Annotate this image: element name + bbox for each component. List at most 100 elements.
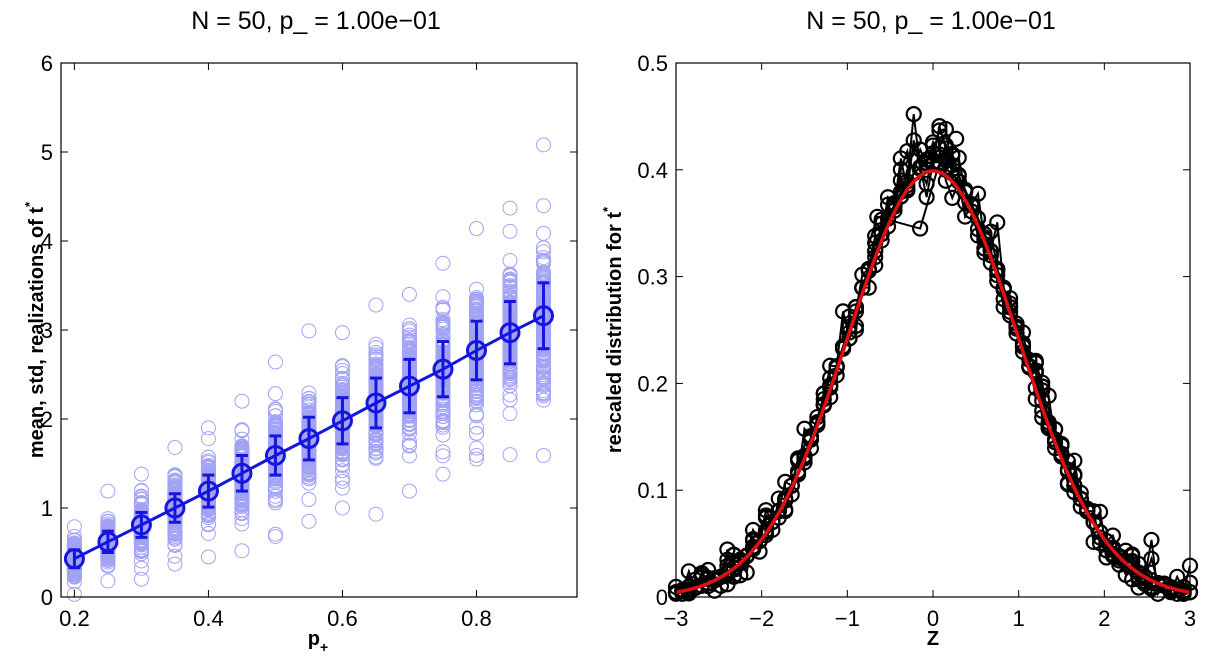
realization-marker (535, 386, 551, 402)
realization-marker (368, 449, 384, 465)
left-xtick-label: 0.6 (327, 606, 358, 631)
right-chart-title: N = 50, p_ = 1.00e−01 (806, 7, 1056, 35)
right-ylabel-text: rescaled distribution for t (604, 212, 626, 453)
left-xtick-label: 0.2 (59, 606, 90, 631)
outlier-marker (948, 130, 965, 147)
realization-marker (234, 393, 250, 409)
outlier-marker (869, 208, 886, 225)
mean-marker (298, 428, 320, 450)
realization-marker (301, 492, 317, 508)
realization-marker (267, 408, 283, 424)
empirical-marker (847, 303, 865, 320)
realization-marker (535, 392, 551, 408)
realization-marker (468, 221, 484, 237)
realization-marker (502, 223, 518, 239)
right-chart: N = 50, p_ = 1.00e−01 −3 −2 −1 0 1 2 3 0 0.1 0.2 0… (600, 7, 1199, 650)
realization-marker (267, 491, 283, 507)
realization-marker (267, 479, 283, 495)
outlier-marker (912, 220, 929, 237)
realization-marker (234, 502, 250, 518)
left-ytick-label: 4 (41, 229, 53, 254)
realization-marker (468, 389, 484, 405)
realization-marker (100, 483, 116, 499)
realization-marker (368, 445, 384, 461)
realization-marker (468, 440, 484, 456)
realization-marker (368, 340, 384, 356)
empirical-curve (675, 144, 1191, 595)
empirical-marker (944, 145, 961, 163)
realization-marker (468, 447, 484, 463)
realization-marker (401, 317, 417, 333)
realization-marker (502, 387, 518, 403)
left-ytick-label: 1 (41, 496, 53, 521)
realization-marker (334, 371, 350, 387)
empirical-marker (1046, 434, 1064, 451)
left-chart: N = 50, p_ = 1.00e−01 0.2 0.4 0.6 0.8 0 1 2 3 4 5… (22, 7, 578, 655)
realization-marker (66, 528, 82, 544)
mean-marker (365, 392, 387, 414)
realization-marker (100, 511, 116, 527)
mean-marker (130, 514, 152, 536)
outlier-connector (867, 169, 939, 245)
empirical-marker (931, 122, 948, 139)
realization-marker (133, 571, 149, 587)
mean-marker (231, 462, 253, 484)
empirical-marker (918, 154, 935, 171)
empirical-marker (738, 548, 755, 565)
realization-marker (502, 372, 518, 388)
right-ytick-label: 0.3 (637, 265, 668, 290)
mean-marker (63, 548, 85, 570)
realization-marker (301, 323, 317, 339)
realization-marker (301, 466, 317, 482)
left-data-layer (63, 137, 554, 602)
empirical-marker (905, 106, 922, 123)
realization-marker (200, 526, 216, 542)
empirical-marker (1040, 387, 1057, 404)
realization-marker (200, 455, 216, 471)
empirical-marker (796, 449, 813, 466)
left-chart-title: N = 50, p_ = 1.00e−01 (191, 7, 441, 35)
realization-marker (267, 418, 283, 434)
right-data-layer (667, 106, 1199, 602)
empirical-marker (950, 167, 967, 185)
realization-marker (535, 264, 551, 280)
realization-marker (535, 244, 551, 260)
left-xtick-label: 0.8 (461, 606, 492, 631)
right-ytick-label: 0.1 (637, 478, 668, 503)
mean-marker (197, 480, 219, 502)
realization-marker (401, 434, 417, 450)
realization-marker (368, 345, 384, 361)
mean-marker (398, 375, 420, 397)
realization-marker (368, 506, 384, 522)
realization-marker (334, 445, 350, 461)
empirical-marker (1117, 554, 1134, 571)
realization-marker (468, 394, 484, 410)
empirical-marker (1143, 531, 1160, 549)
realization-marker (334, 480, 350, 496)
mean-marker (465, 339, 487, 361)
right-xtick-label: 1 (1013, 606, 1025, 631)
realization-marker (133, 560, 149, 576)
realization-marker (535, 240, 551, 256)
right-xtick-label: −1 (835, 606, 860, 631)
empirical-marker (989, 214, 1006, 231)
realization-marker (502, 253, 518, 269)
realization-marker (535, 225, 551, 241)
realization-marker (334, 463, 350, 479)
realization-marker (334, 365, 350, 381)
right-xtick-label: 0 (927, 606, 939, 631)
realization-marker (368, 297, 384, 313)
realization-marker (334, 473, 350, 489)
empirical-marker (680, 563, 697, 580)
empirical-marker (1001, 290, 1019, 307)
left-ticks: 0.2 0.4 0.6 0.8 0 1 2 3 4 5 6 (41, 51, 577, 631)
realization-marker (502, 271, 518, 287)
realization-marker (167, 468, 183, 484)
realization-marker (267, 386, 283, 402)
realization-marker (535, 447, 551, 463)
right-xtick-label: −3 (663, 606, 688, 631)
realization-marker (435, 405, 451, 421)
realization-marker (133, 495, 149, 511)
right-xlabel: Z (927, 628, 939, 650)
empirical-marker (931, 146, 948, 163)
